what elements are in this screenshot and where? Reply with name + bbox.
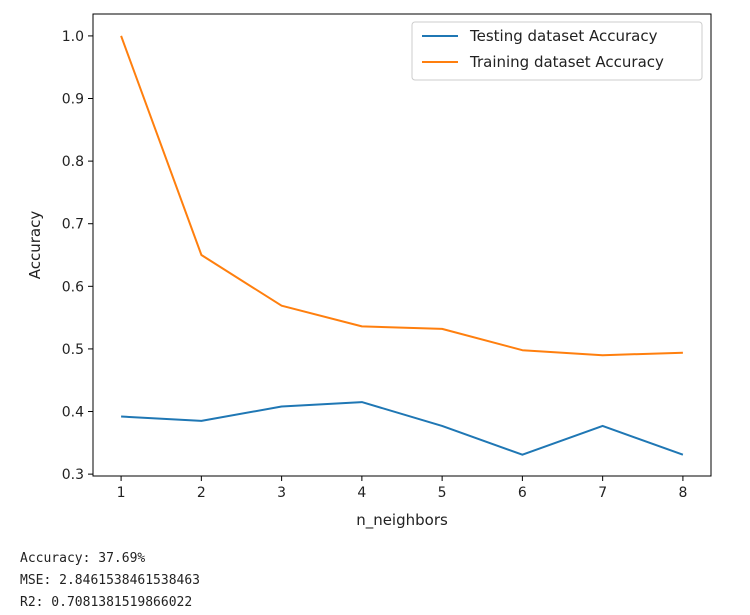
- accuracy-output: Accuracy: 37.69%: [20, 551, 146, 566]
- y-tick-label: 0.4: [62, 405, 84, 421]
- series-line-testing: [121, 401, 684, 456]
- x-tick-label: 1: [117, 485, 126, 501]
- y-tick-label: 0.8: [62, 154, 84, 170]
- plot-frame: [92, 13, 712, 477]
- x-tick-label: 7: [598, 485, 607, 501]
- r2-output: R2: 0.7081381519866022: [20, 595, 193, 610]
- y-axis-label: Accuracy: [26, 211, 44, 280]
- x-tick-label: 6: [518, 485, 527, 501]
- x-tick-label: 8: [678, 485, 687, 501]
- legend: Testing dataset Accuracy Training dataset…: [411, 21, 703, 81]
- x-tick-label: 5: [438, 485, 447, 501]
- series-line-training: [120, 35, 683, 357]
- y-tick-label: 0.6: [62, 279, 84, 295]
- line-chart: 1 2 3 4 5 6 7 8 0.3 0.4 0.5 0.6 0.7 0.8 0.9 1.0 n_neigh…: [26, 13, 712, 530]
- y-tick-label: 0.5: [62, 342, 84, 358]
- y-tick-label: 0.9: [62, 92, 84, 108]
- y-tick-label: 1.0: [62, 29, 84, 45]
- y-tick-label: 0.7: [62, 217, 84, 233]
- x-tick-label: 4: [357, 485, 366, 501]
- mse-output: MSE: 2.8461538461538463: [20, 573, 201, 588]
- legend-label: Training dataset Accuracy: [469, 53, 664, 71]
- x-tick-label: 3: [277, 485, 286, 501]
- console-output: Accuracy: 37.69% MSE: 2.8461538461538463…: [20, 548, 200, 614]
- legend-label: Testing dataset Accuracy: [469, 27, 658, 45]
- legend-box: [411, 21, 703, 81]
- y-tick-label: 0.3: [62, 467, 84, 483]
- x-tick-label: 2: [197, 485, 206, 501]
- x-axis-label: n_neighbors: [356, 511, 448, 530]
